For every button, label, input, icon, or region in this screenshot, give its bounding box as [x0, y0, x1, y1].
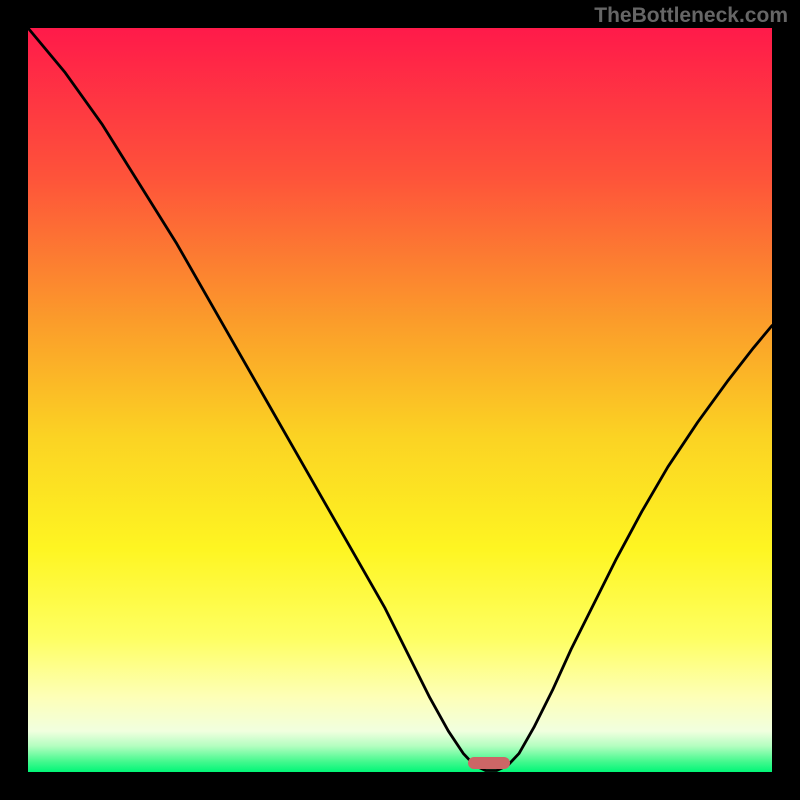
bottleneck-curve [28, 28, 772, 772]
watermark-text: TheBottleneck.com [594, 4, 788, 28]
optimal-marker [468, 757, 510, 770]
plot-area [28, 28, 772, 772]
chart-container: TheBottleneck.com [0, 0, 800, 800]
